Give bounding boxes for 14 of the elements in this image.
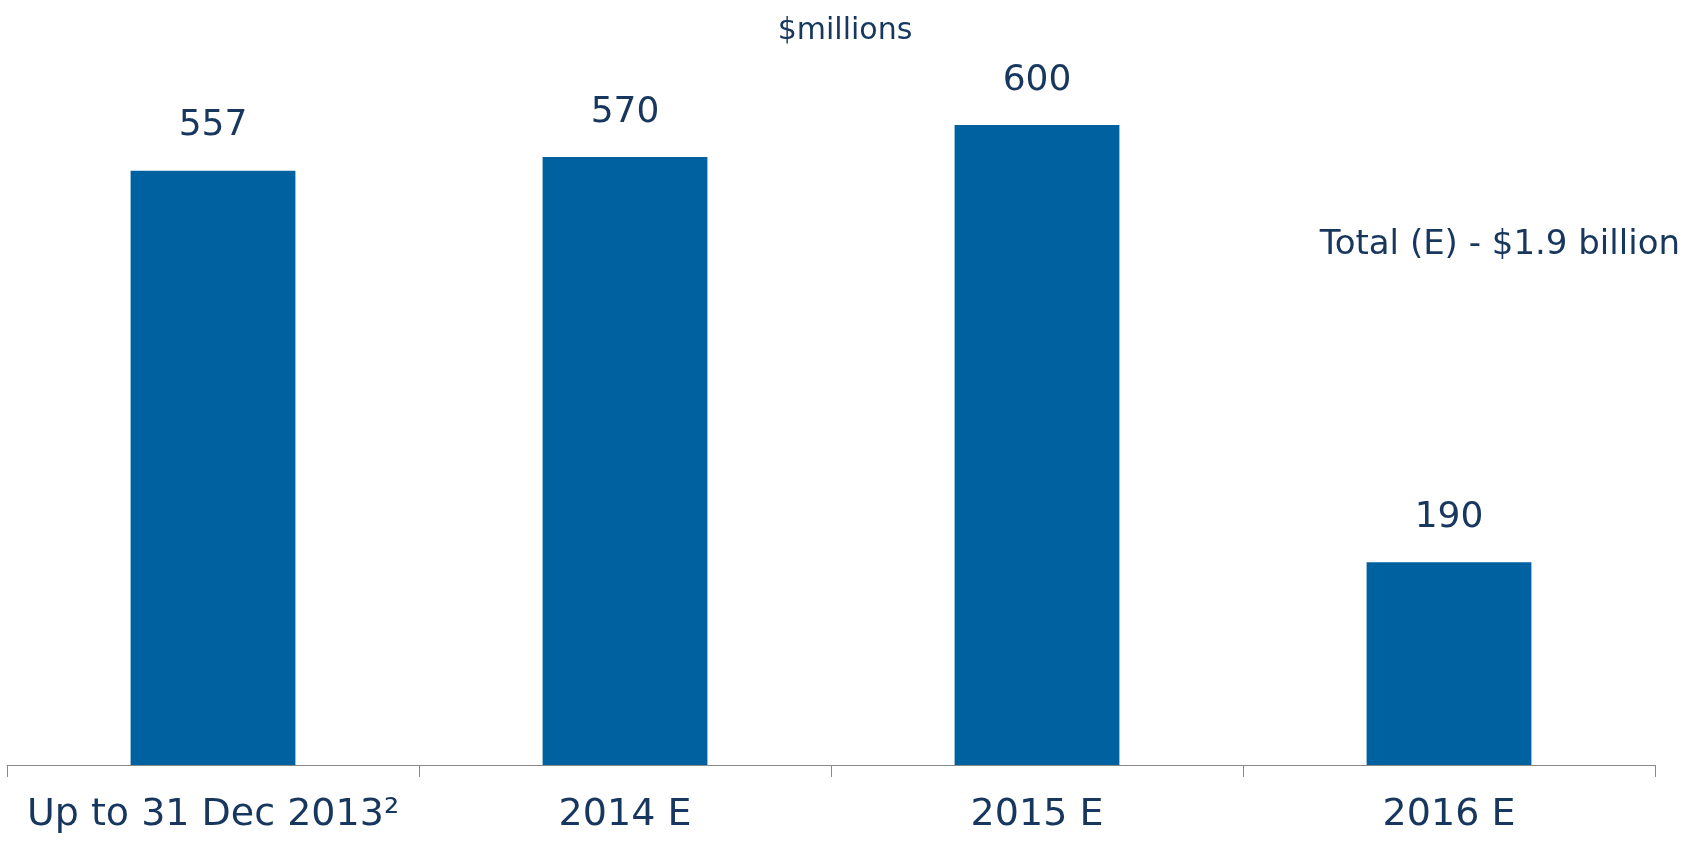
x-tick-label: 2014 E bbox=[558, 790, 692, 834]
x-tick-label: Up to 31 Dec 2013² bbox=[26, 790, 400, 834]
bar bbox=[1366, 562, 1532, 765]
data-label: 190 bbox=[1414, 493, 1484, 535]
data-label: 570 bbox=[590, 88, 660, 130]
annotation: Total (E) - $1.9 billion bbox=[1318, 222, 1681, 262]
chart-title: $millions bbox=[777, 10, 913, 46]
bar bbox=[542, 157, 708, 765]
x-tick-label: 2016 E bbox=[1382, 790, 1516, 834]
data-label: 600 bbox=[1002, 56, 1072, 98]
data-label: 557 bbox=[178, 102, 248, 144]
bar bbox=[954, 125, 1120, 765]
bar bbox=[130, 170, 296, 765]
x-tick-label: 2015 E bbox=[970, 790, 1104, 834]
